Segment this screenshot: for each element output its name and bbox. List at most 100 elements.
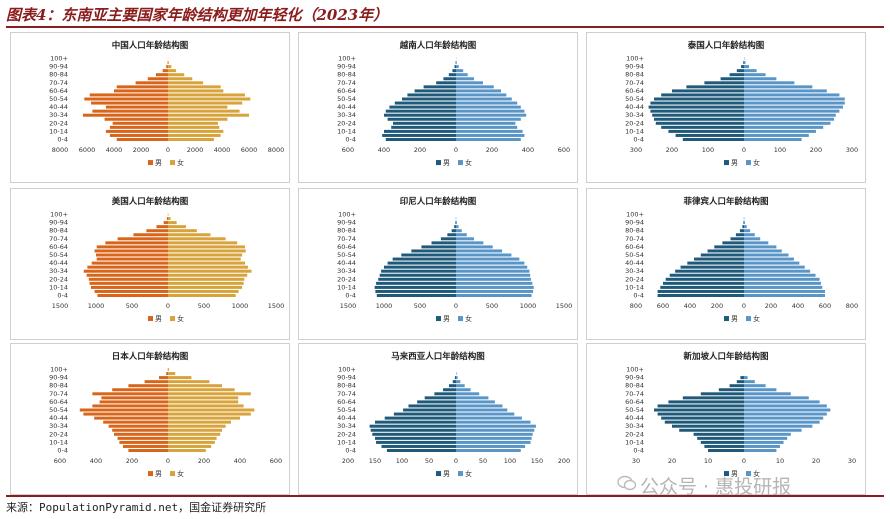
wechat-icon (617, 475, 637, 491)
bar-female-75-79 (456, 233, 467, 237)
age-tick-label: 30-34 (337, 111, 356, 119)
bar-male-80-84 (729, 73, 744, 77)
bar-male-65-69 (101, 396, 168, 400)
bar-female-25-29 (168, 117, 228, 121)
bar-male-40-44 (105, 105, 168, 109)
bar-female-85-89 (456, 69, 464, 73)
bar-female-85-89 (168, 225, 186, 229)
watermark: 公众号 · 惠投研报 (640, 476, 792, 498)
pyramid-panel-thailand: 泰国人口年龄结构图 0-4 10-14 20-24 30-34 40-44 50-54 60-… (586, 32, 866, 183)
chart-title: 日本人口年龄结构图 (112, 351, 189, 362)
bar-female-0-4 (744, 138, 802, 141)
bar-male-65-69 (431, 241, 456, 245)
x-tick-label: 1000 (376, 302, 393, 310)
bar-male-35-39 (680, 265, 744, 269)
bar-male-50-54 (402, 97, 456, 101)
bar-female-90-94 (456, 376, 458, 380)
legend-label-female: 女 (753, 469, 760, 478)
bar-male-0-4 (376, 294, 456, 297)
x-tick-label: 150 (531, 457, 543, 465)
bar-male-25-29 (370, 428, 456, 432)
bar-male-80-84 (729, 384, 744, 388)
pyramid-chart-china: 中国人口年龄结构图 0-410-1420-2430-3440-4450-5460-… (49, 40, 284, 167)
bar-male-85-89 (736, 380, 744, 384)
age-tick-label: 50-54 (337, 251, 356, 259)
x-tick-label: 400 (792, 302, 804, 310)
bar-female-25-29 (744, 117, 834, 121)
bar-male-80-84 (128, 384, 168, 388)
bar-male-20-24 (112, 121, 168, 125)
age-tick-label: 0-4 (633, 292, 644, 300)
x-tick-label: 0 (166, 146, 170, 154)
bar-female-25-29 (456, 273, 531, 277)
age-tick-label: 70-74 (337, 235, 356, 243)
bar-female-40-44 (744, 105, 843, 109)
bar-male-35-39 (664, 420, 744, 424)
x-tick-label: 0 (454, 302, 458, 310)
bar-male-60-64 (421, 245, 456, 249)
bar-male-55-59 (707, 249, 744, 253)
bar-male-20-24 (393, 121, 456, 125)
pyramid-panel-china: 中国人口年龄结构图 0-4 10-14 20-24 30-34 40-44 50-54 60-… (10, 32, 290, 183)
bar-male-85-89 (162, 69, 168, 73)
bar-female-60-64 (456, 400, 495, 404)
age-tick-label: 20-24 (625, 275, 644, 283)
bar-male-0-4 (386, 449, 456, 452)
bar-male-55-59 (407, 93, 456, 97)
legend-label-male: 男 (155, 159, 162, 167)
bar-female-5-9 (456, 289, 534, 293)
age-tick-label: 0-4 (57, 136, 68, 144)
bar-male-75-79 (112, 388, 168, 392)
bar-female-95-99 (456, 372, 457, 376)
bar-male-60-64 (414, 89, 456, 93)
bar-male-90-94 (163, 221, 168, 225)
bar-male-40-44 (91, 261, 168, 265)
pyramid-chart-vietnam: 越南人口年龄结构图 0-410-1420-2430-3440-4450-5460-… (337, 40, 570, 167)
age-tick-label: 70-74 (337, 79, 356, 87)
age-tick-label: 50-54 (49, 95, 68, 103)
bar-female-80-84 (168, 384, 222, 388)
bar-male-85-89 (452, 380, 456, 384)
bar-male-20-24 (693, 432, 744, 436)
bar-female-40-44 (168, 105, 228, 109)
bar-female-0-4 (168, 294, 236, 297)
legend-label-male: 男 (731, 159, 738, 167)
x-tick-label: 1000 (520, 302, 537, 310)
pyramid-panel-usa: 美国人口年龄结构图 0-4 10-14 20-24 30-34 40-44 50-54 60-… (10, 188, 290, 340)
legend-swatch-female (746, 160, 751, 166)
legend-swatch-female (170, 471, 175, 477)
legend-swatch-female (170, 316, 175, 322)
x-tick-label: 600 (819, 302, 831, 310)
legend-label-male: 男 (731, 470, 738, 478)
bar-male-90-94 (743, 221, 744, 225)
bar-male-10-14 (105, 129, 168, 133)
bar-male-5-9 (657, 289, 744, 293)
x-tick-label: 0 (166, 457, 170, 465)
age-tick-label: 40-44 (49, 103, 68, 111)
pyramid-chart-thailand: 泰国人口年龄结构图 0-410-1420-2430-3440-4450-5460-… (625, 40, 858, 167)
bar-female-35-39 (744, 265, 805, 269)
bar-male-80-84 (451, 229, 456, 233)
bar-male-20-24 (378, 277, 456, 281)
pyramid-chart-singapore: 新加坡人口年龄结构图 0-410-1420-2430-3440-4450-5460… (625, 351, 856, 478)
bar-male-20-24 (655, 121, 744, 125)
age-tick-label: 30-34 (337, 267, 356, 275)
bar-male-70-74 (135, 81, 168, 85)
bar-female-70-74 (744, 81, 795, 85)
x-tick-label: 500 (486, 302, 498, 310)
x-tick-label: 2000 (133, 146, 150, 154)
age-tick-label: 10-14 (49, 438, 68, 446)
age-tick-label: 30-34 (49, 422, 68, 430)
bar-male-5-9 (704, 444, 744, 448)
pyramid-panel-japan: 日本人口年龄结构图 0-4 10-14 20-24 30-34 40-44 50-54 60-… (10, 343, 290, 495)
x-tick-label: 200 (486, 146, 498, 154)
bar-female-70-74 (744, 237, 761, 241)
pyramid-chart-indonesia: 印尼人口年龄结构图 0-410-1420-2430-3440-4450-5460-… (337, 196, 572, 323)
legend-swatch-female (458, 160, 463, 166)
bar-female-5-9 (168, 444, 212, 448)
bar-male-20-24 (114, 432, 168, 436)
bar-female-15-19 (168, 125, 220, 129)
bar-female-65-69 (168, 85, 221, 89)
age-tick-label: 20-24 (337, 275, 356, 283)
x-tick-label: 200 (198, 457, 210, 465)
